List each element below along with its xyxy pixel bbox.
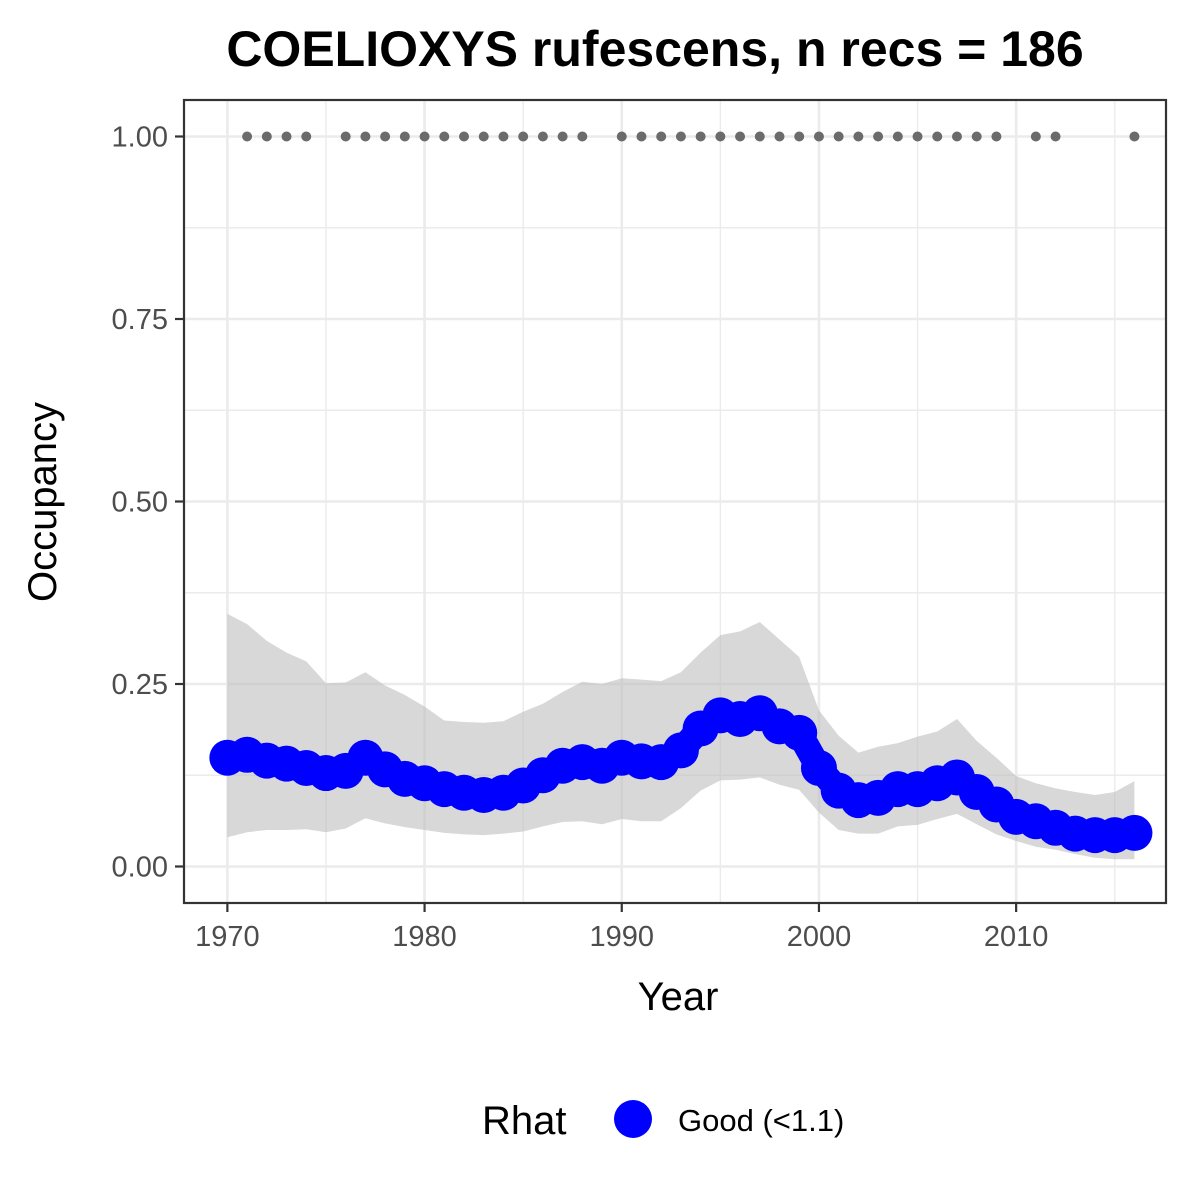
record-point: [873, 131, 884, 142]
record-point: [360, 131, 371, 142]
record-point: [912, 131, 923, 142]
occupancy-point: [1116, 814, 1153, 851]
x-axis-title: Year: [638, 975, 719, 1019]
y-axis: 0.00 0.25 0.50 0.75 1.00: [112, 122, 184, 884]
record-point: [577, 131, 588, 142]
x-tick-label: 1990: [590, 921, 655, 953]
record-point: [794, 131, 805, 142]
legend-label-good: Good (<1.1): [678, 1103, 844, 1138]
record-point: [478, 131, 489, 142]
record-point: [261, 131, 272, 142]
record-point: [380, 131, 391, 142]
record-point: [1050, 131, 1061, 142]
record-point: [892, 131, 903, 142]
record-point: [340, 131, 351, 142]
record-point: [695, 131, 706, 142]
y-tick-label: 1.00: [112, 122, 168, 154]
x-tick-label: 2000: [787, 921, 852, 953]
plot-panel: [182, 98, 1168, 905]
chart-title: COELIOXYS rufescens, n recs = 186: [226, 21, 1083, 77]
record-point: [419, 131, 430, 142]
record-point: [459, 131, 470, 142]
x-tick-label: 1970: [195, 921, 260, 953]
record-point: [439, 131, 450, 142]
record-point: [715, 131, 726, 142]
record-point: [774, 131, 785, 142]
y-axis-title: Occupancy: [21, 402, 65, 602]
record-point: [754, 131, 765, 142]
record-point: [833, 131, 844, 142]
record-point: [518, 131, 529, 142]
record-point: [616, 131, 627, 142]
record-point: [991, 131, 1002, 142]
record-point: [1129, 131, 1140, 142]
record-point: [498, 131, 509, 142]
record-point: [932, 131, 943, 142]
record-point: [281, 131, 292, 142]
record-point: [813, 131, 824, 142]
record-point: [951, 131, 962, 142]
legend-key-good: [614, 1100, 652, 1138]
record-point: [301, 131, 312, 142]
record-point: [656, 131, 667, 142]
y-tick-label: 0.50: [112, 487, 168, 519]
record-point: [675, 131, 686, 142]
record-point: [853, 131, 864, 142]
record-point: [1030, 131, 1041, 142]
legend: Rhat Good (<1.1): [482, 1099, 844, 1143]
record-point: [399, 131, 410, 142]
record-point: [557, 131, 568, 142]
record-point: [537, 131, 548, 142]
y-tick-label: 0.25: [112, 669, 168, 701]
legend-title: Rhat: [482, 1099, 567, 1143]
y-tick-label: 0.00: [112, 852, 168, 884]
record-point: [636, 131, 647, 142]
occupancy-point: [781, 714, 818, 751]
x-tick-label: 2010: [984, 921, 1049, 953]
record-point: [971, 131, 982, 142]
y-tick-label: 0.75: [112, 304, 168, 336]
record-point: [242, 131, 253, 142]
x-tick-label: 1980: [392, 921, 457, 953]
record-point: [735, 131, 746, 142]
x-axis: 1970 1980 1990 2000 2010: [195, 903, 1048, 953]
